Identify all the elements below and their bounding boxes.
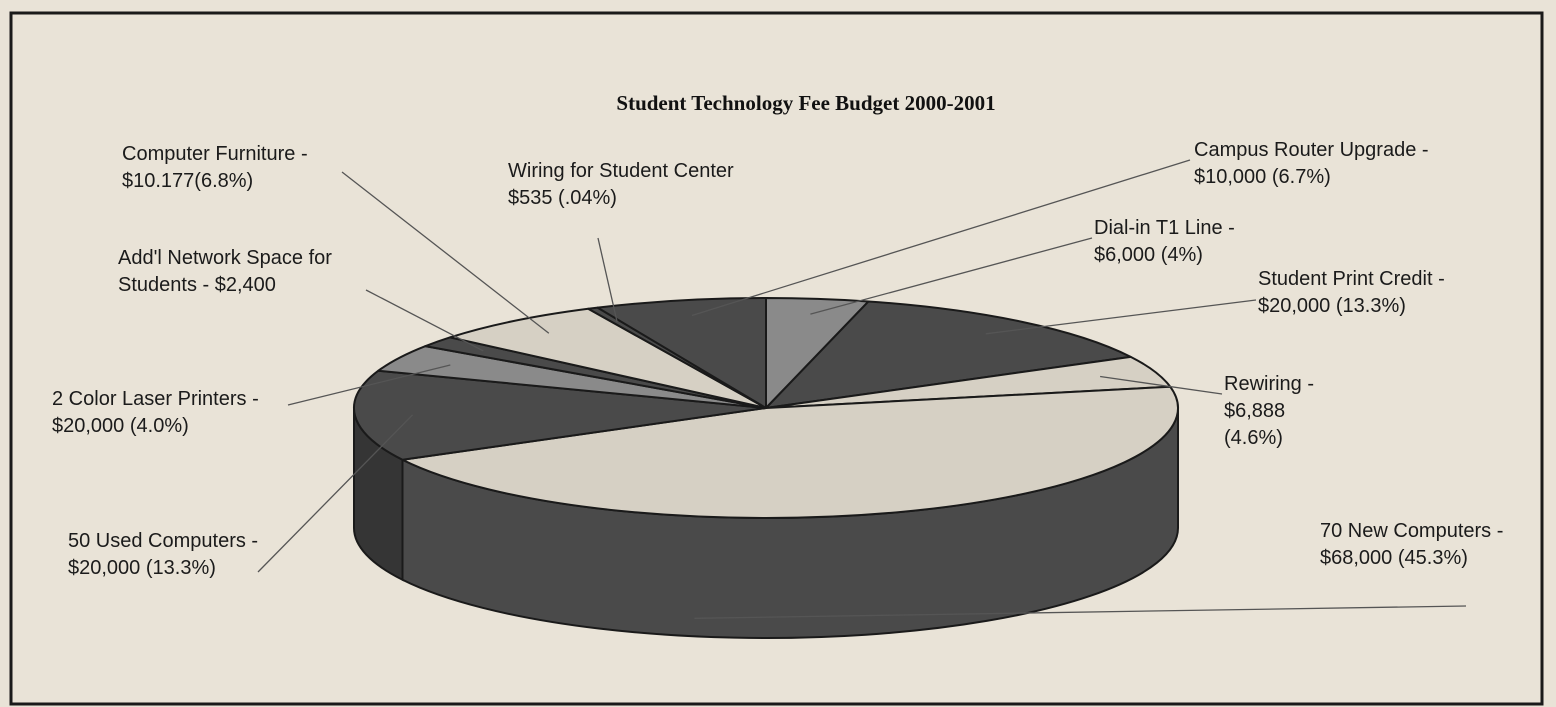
slice-label-8: Computer Furniture - $10.177(6.8%) (122, 143, 308, 192)
slice-label-3-line-3: (4.6%) (1224, 427, 1283, 449)
slice-label-6-line-1: 2 Color Laser Printers - (52, 388, 259, 410)
pie-slice-8 (449, 307, 767, 409)
leader-line-1 (810, 237, 1093, 315)
slice-label-1-line-2: $6,000 (4%) (1094, 244, 1203, 266)
leader-line-8 (341, 171, 550, 334)
slice-label-9-line-1: Wiring for Student Center (508, 160, 734, 182)
leader-lines (257, 159, 1467, 619)
slice-label-2-line-2: $20,000 (13.3%) (1258, 295, 1406, 317)
slice-label-8-line-1: Computer Furniture - (122, 143, 308, 165)
slice-label-9: Wiring for Student Center $535 (.04%) (508, 160, 734, 209)
pie-slice-10 (596, 297, 767, 409)
leader-line-4 (694, 605, 1467, 619)
slice-label-5-line-1: 50 Used Computers - (68, 530, 258, 552)
slice-label-3: Rewiring - $6,888 (4.6%) (1224, 373, 1314, 449)
leader-line-5 (257, 414, 414, 573)
leader-line-7 (365, 289, 484, 352)
slice-label-2: Student Print Credit - $20,000 (13.3%) (1258, 268, 1445, 317)
pie-slice-2 (765, 300, 1132, 409)
slice-label-4-line-1: 70 New Computers - (1320, 520, 1503, 542)
slice-label-2-line-1: Student Print Credit - (1258, 268, 1445, 290)
slice-label-10: Campus Router Upgrade - $10,000 (6.7%) (1194, 139, 1429, 188)
chart-frame (9, 11, 1544, 706)
leader-line-6 (287, 364, 451, 406)
slice-label-6: 2 Color Laser Printers - $20,000 (4.0%) (52, 388, 259, 437)
slice-label-10-line-2: $10,000 (6.7%) (1194, 166, 1331, 188)
leader-line-10 (691, 159, 1191, 317)
chart-title: Student Technology Fee Budget 2000-2001 (616, 91, 995, 115)
leader-line-3 (1100, 375, 1223, 395)
pie-slice-5 (353, 369, 767, 461)
pie-slice-4 (401, 385, 1179, 519)
slice-label-5-line-2: $20,000 (13.3%) (68, 557, 216, 579)
slice-label-6-line-2: $20,000 (4.0%) (52, 415, 189, 437)
leader-line-9 (597, 237, 618, 323)
slice-label-9-line-2: $535 (.04%) (508, 187, 617, 209)
slice-label-3-line-1: Rewiring - (1224, 373, 1314, 395)
slice-label-4-line-2: $68,000 (45.3%) (1320, 547, 1468, 569)
slice-label-10-line-1: Campus Router Upgrade - (1194, 139, 1429, 161)
slice-label-7-line-1: Add'l Network Space for (118, 247, 332, 269)
slice-labels: Dial-in T1 Line - $6,000 (4%) Student Prin… (52, 139, 1503, 579)
slice-label-7: Add'l Network Space for Students - $2,400 (118, 247, 332, 296)
slice-label-3-line-2: $6,888 (1224, 400, 1285, 422)
slice-label-4: 70 New Computers - $68,000 (45.3%) (1320, 520, 1503, 569)
slice-label-8-line-2: $10.177(6.8%) (122, 170, 253, 192)
slice-label-7-line-2: Students - $2,400 (118, 274, 276, 296)
slice-label-1-line-1: Dial-in T1 Line - (1094, 217, 1235, 239)
pie-top (353, 297, 1179, 519)
slice-label-5: 50 Used Computers - $20,000 (13.3%) (68, 530, 258, 579)
slice-label-1: Dial-in T1 Line - $6,000 (4%) (1094, 217, 1235, 266)
leader-line-2 (985, 299, 1257, 335)
